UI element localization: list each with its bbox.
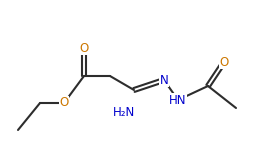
Text: HN: HN bbox=[169, 93, 187, 106]
Text: O: O bbox=[59, 96, 69, 110]
Text: H₂N: H₂N bbox=[113, 105, 135, 118]
Text: O: O bbox=[79, 42, 89, 54]
Text: N: N bbox=[160, 74, 168, 87]
Text: O: O bbox=[220, 56, 229, 69]
